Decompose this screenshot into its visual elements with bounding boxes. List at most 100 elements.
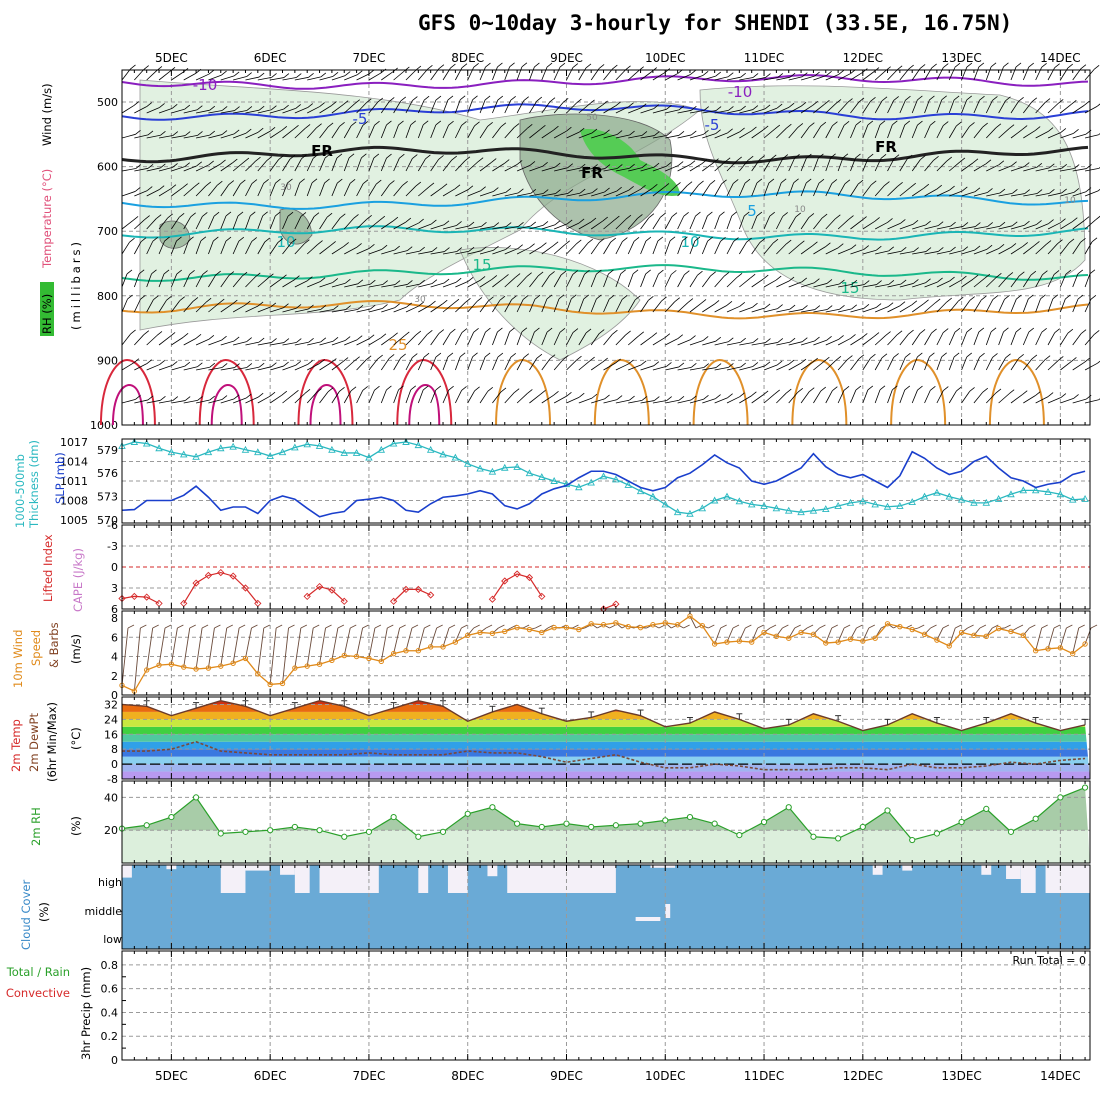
wind-barb-flag [715,129,721,134]
wind-barb-flag [312,154,319,159]
wind-barb-flag [777,304,783,309]
wind-barb-flag [873,332,880,337]
wind-barb-flag [633,236,640,242]
wind-barb [270,307,284,313]
wind-barb [640,240,647,255]
wind-barb [788,392,799,404]
wind-barb-flag [400,96,407,102]
wind-barb-flag [959,157,966,163]
wind-barb-flag [435,385,442,391]
wind-barb-flag [394,280,401,285]
wind-barb-flag [549,354,556,360]
wind-barb-flag [979,352,985,358]
wind-barb-flag [615,101,621,107]
thickness-point [797,508,805,516]
wind-barb [985,357,993,371]
wind-barb-flag [521,62,528,68]
wind-barb [714,215,720,230]
wind-barb-flag [134,187,141,192]
wind-barb [751,278,764,288]
wind-barb-flag [772,238,779,244]
wind-barb [1084,134,1099,139]
wind-barb-flag [682,236,688,242]
wind-barb [911,187,925,197]
wind-barb [405,283,420,288]
wind-barb [739,366,754,371]
wind-barb-flag [941,95,947,101]
wind-barb-flag [268,273,274,279]
thickness-point [920,492,929,500]
wind-speed-point [786,635,792,641]
wind-barb [677,134,692,139]
wind-barb-flag [513,388,520,393]
wind-barb [702,340,716,346]
wind-barb-flag [254,272,261,278]
wind-barb [171,273,178,288]
wind-barb-flag [250,211,256,217]
wind-barb [467,67,475,81]
wind-barb-flag [664,333,671,339]
wind-barb [282,364,296,371]
wind-speed-point [736,638,743,644]
wind-barb-flag [917,385,923,391]
temp-tick-24: 24 [104,713,118,726]
wind-barb [282,77,297,81]
panel-border [121,610,1091,696]
wind-barb [985,392,997,404]
wind-barb-flag [443,278,450,284]
wind-barb [467,225,482,230]
wind-barb [134,363,147,371]
wind-barb [874,335,886,346]
wind-barb-flag [1057,99,1064,104]
wind-barb-flag [887,302,894,307]
wind-barb-flag [1053,270,1060,275]
wind-barb [912,224,926,230]
wind-barb-flag [510,353,517,358]
wind-barb-flag [197,105,203,111]
wind-barb-flag [782,154,789,159]
wind-barb-flag [777,338,784,343]
wind-barb-flag [572,270,579,275]
wind-barb-flag [1015,62,1022,68]
rh2m-point [439,828,447,835]
wind-barb [319,157,326,172]
wind-barb [319,75,334,81]
wind-speed-point [860,638,866,644]
wind10m-barb-flag [819,624,826,629]
wind-barb-flag [1031,97,1038,103]
wind-barb [850,358,860,371]
wind-barb-flag [258,362,265,368]
wind-barb [578,103,590,114]
wind-barb-flag [438,64,445,69]
bottom-date-14dec: 14DEC [1040,1069,1080,1083]
wind-barb [677,302,689,313]
wind-barb-flag [340,213,346,219]
wind-barb [245,396,259,404]
wind-barb [912,282,926,288]
wind-barb-flag [707,211,713,217]
thickness-point [933,488,941,496]
wind-barb-flag [319,277,326,282]
wind-barb-flag [353,214,359,219]
wind-barb-flag [337,178,343,184]
wind10m-barb-flag [671,624,678,629]
contour-label: -5 [705,116,720,134]
wind-barb-flag [263,178,269,184]
wind-barb [171,300,181,313]
temp-line [121,700,1086,732]
wind-barb-flag [317,240,323,245]
wind-barb-flag [842,153,849,159]
wind-barb-flag [962,222,969,227]
wind-barb [516,100,525,114]
wind-barb-flag [1024,220,1030,226]
wind-barb-flag [405,217,412,223]
wind-barb [603,273,609,288]
wind-barb-flag [461,328,468,333]
wind-barb-flag [641,163,648,169]
wind-barb [813,339,827,346]
wind-barb [183,399,198,404]
thickness-point [834,502,842,509]
wind-barb [874,185,885,197]
